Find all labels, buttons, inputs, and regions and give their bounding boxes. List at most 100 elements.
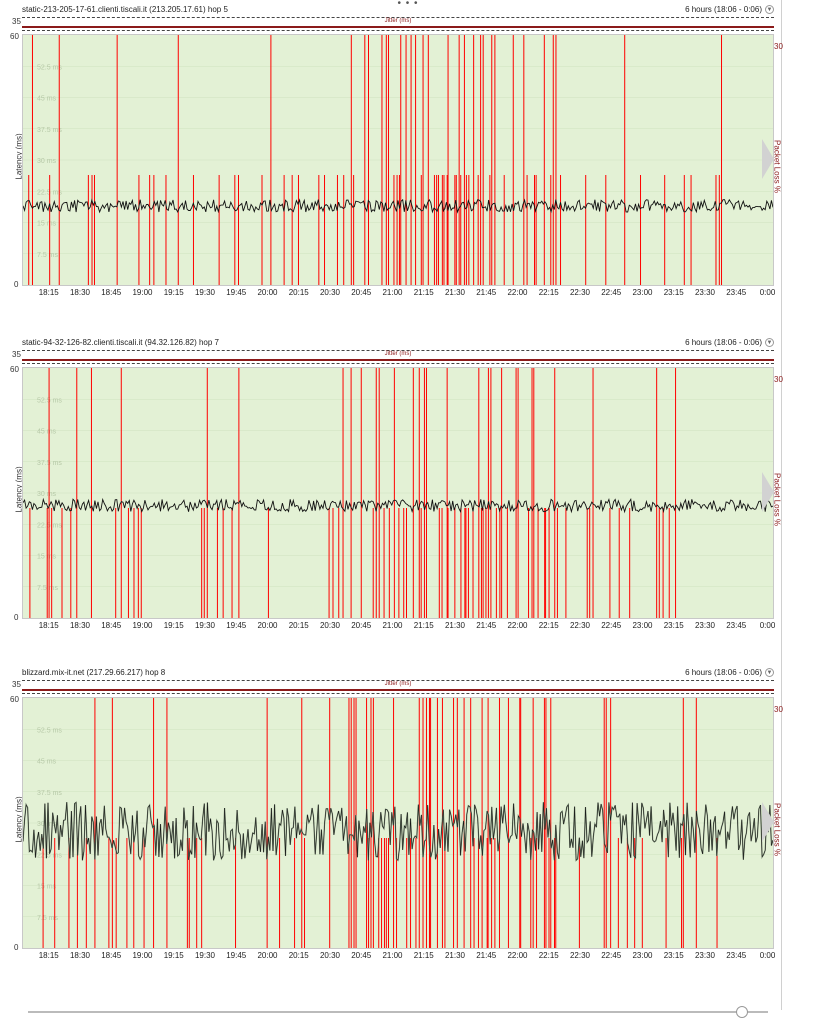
time-tick-label: 23:00 [632,951,653,960]
hop-panel: blizzard.mix-it.net (217.29.66.217) hop … [0,667,783,967]
chevron-down-icon[interactable]: ▼ [765,5,774,14]
y-tick-label: 22.5 ms [37,522,62,529]
y-tick-label: 37.5 ms [37,460,62,467]
time-tick-label: 22:15 [538,621,559,630]
time-tick-label: 19:30 [194,288,216,297]
hop-host-label: static-94-32-126-82.clienti.tiscali.it (… [22,338,219,347]
y-tick-label: 45 ms [37,759,57,766]
time-range-label[interactable]: 6 hours (18:06 - 0:06) [685,5,762,14]
chevron-down-icon[interactable]: ▼ [765,668,774,677]
latency-chart[interactable]: 52.5 ms 45 ms 37.5 ms 30 ms 22.5 ms 15 ms 7.5 … [22,34,774,286]
y-tick-label: 45 ms [37,429,57,436]
hop-panel: static-213-205-17-61.clienti.tiscali.it … [0,4,783,304]
time-tick-label: 19:45 [226,621,247,630]
jitter-label: Jitter (ms) [384,351,412,357]
packet-loss-max-label: 30 [774,375,783,384]
time-range-label[interactable]: 6 hours (18:06 - 0:06) [685,338,762,347]
time-tick-label: 23:30 [694,951,716,960]
time-tick-label: 23:00 [632,621,653,630]
time-tick-label: 21:30 [444,951,466,960]
y-tick-label: 7.5 ms [37,915,59,922]
time-tick-label: 19:30 [194,951,216,960]
time-tick-label: 19:00 [132,621,153,630]
time-tick-label: 18:45 [101,288,122,297]
packet-loss-max-label: 30 [774,42,783,51]
time-tick-label: 18:45 [101,951,122,960]
time-tick-label: 22:30 [569,288,591,297]
more-handle[interactable]: • • • [397,0,419,9]
time-tick-label: 23:45 [726,288,747,297]
y-tick-label: 45 ms [37,96,57,103]
jitter-strip: Jitter (ms) [22,680,774,694]
jitter-strip: Jitter (ms) [22,17,774,31]
time-tick-label: 20:15 [288,951,309,960]
panel-divider [781,0,782,1010]
expand-arrow-icon[interactable] [762,802,774,842]
time-tick-label: 21:30 [444,621,466,630]
time-tick-label: 21:15 [413,621,434,630]
time-tick-label: 19:15 [163,288,184,297]
jitter-line [22,26,774,28]
latency-line-outline [23,801,773,861]
time-tick-label: 22:00 [507,288,528,297]
time-tick-label: 22:45 [601,621,622,630]
time-tick-label: 23:15 [663,621,684,630]
time-tick-label: 18:30 [69,621,91,630]
time-tick-label: 19:45 [226,951,247,960]
y-tick-label: 7.5 ms [37,252,59,259]
time-tick-label: 20:45 [351,621,372,630]
expand-arrow-icon[interactable] [762,472,774,512]
time-tick-label: 20:00 [257,951,278,960]
time-tick-label: 21:15 [413,288,434,297]
time-tick-label: 19:15 [163,951,184,960]
time-range-label[interactable]: 6 hours (18:06 - 0:06) [685,668,762,677]
panel-header: static-94-32-126-82.clienti.tiscali.it (… [22,337,774,349]
latency-chart[interactable]: 52.5 ms 45 ms 37.5 ms 30 ms 22.5 ms 15 ms 7.5 … [22,697,774,949]
time-tick-label: 18:15 [38,288,59,297]
time-tick-label: 23:45 [726,621,747,630]
hop-host-label: blizzard.mix-it.net (217.29.66.217) hop … [22,668,166,677]
latency-line [23,198,773,214]
zoom-slider-thumb[interactable] [736,1006,748,1018]
time-tick-label: 21:30 [444,288,466,297]
time-tick-label: 23:45 [726,951,747,960]
packet-loss-max-label: 30 [774,705,783,714]
latency-chart[interactable]: 52.5 ms 45 ms 37.5 ms 30 ms 22.5 ms 15 ms 7.5 … [22,367,774,619]
time-tick-label: 19:45 [226,288,247,297]
time-tick-label: 0:00 [759,951,776,960]
y-max-label: 60 [10,365,19,374]
time-tick-label: 0:00 [759,621,776,630]
time-tick-label: 20:30 [319,951,341,960]
y-max-label: 60 [10,695,19,704]
y-min-label: 0 [14,613,19,622]
time-tick-label: 20:45 [351,288,372,297]
zoom-slider-track[interactable] [28,1011,768,1013]
y-tick-label: 22.5 ms [37,852,62,859]
y-tick-label: 30 ms [37,491,57,498]
time-tick-label: 23:30 [694,288,716,297]
chevron-down-icon[interactable]: ▼ [765,338,774,347]
time-tick-label: 19:15 [163,621,184,630]
time-tick-label: 22:00 [507,951,528,960]
time-tick-label: 20:00 [257,621,278,630]
jitter-label: Jitter (ms) [384,681,412,687]
y-tick-label: 30 ms [37,158,57,165]
time-axis: 18:15 18:30 18:45 19:00 19:15 19:30 19:45 20:00… [22,951,776,961]
expand-arrow-icon[interactable] [762,139,774,179]
panel-header: blizzard.mix-it.net (217.29.66.217) hop … [22,667,774,679]
hop-host-label: static-213-205-17-61.clienti.tiscali.it … [22,5,228,14]
hop-panel: static-94-32-126-82.clienti.tiscali.it (… [0,337,783,637]
jitter-max-label: 35 [12,350,21,359]
y-tick-label: 52.5 ms [37,727,62,734]
time-tick-label: 20:30 [319,621,341,630]
time-tick-label: 18:45 [101,621,122,630]
time-tick-label: 21:00 [382,621,403,630]
time-tick-label: 20:00 [257,288,278,297]
y-max-label: 60 [10,32,19,41]
time-tick-label: 22:00 [507,621,528,630]
y-tick-label: 37.5 ms [37,790,62,797]
y-min-label: 0 [14,280,19,289]
time-tick-label: 22:15 [538,288,559,297]
time-tick-label: 19:00 [132,951,153,960]
time-tick-label: 20:15 [288,621,309,630]
